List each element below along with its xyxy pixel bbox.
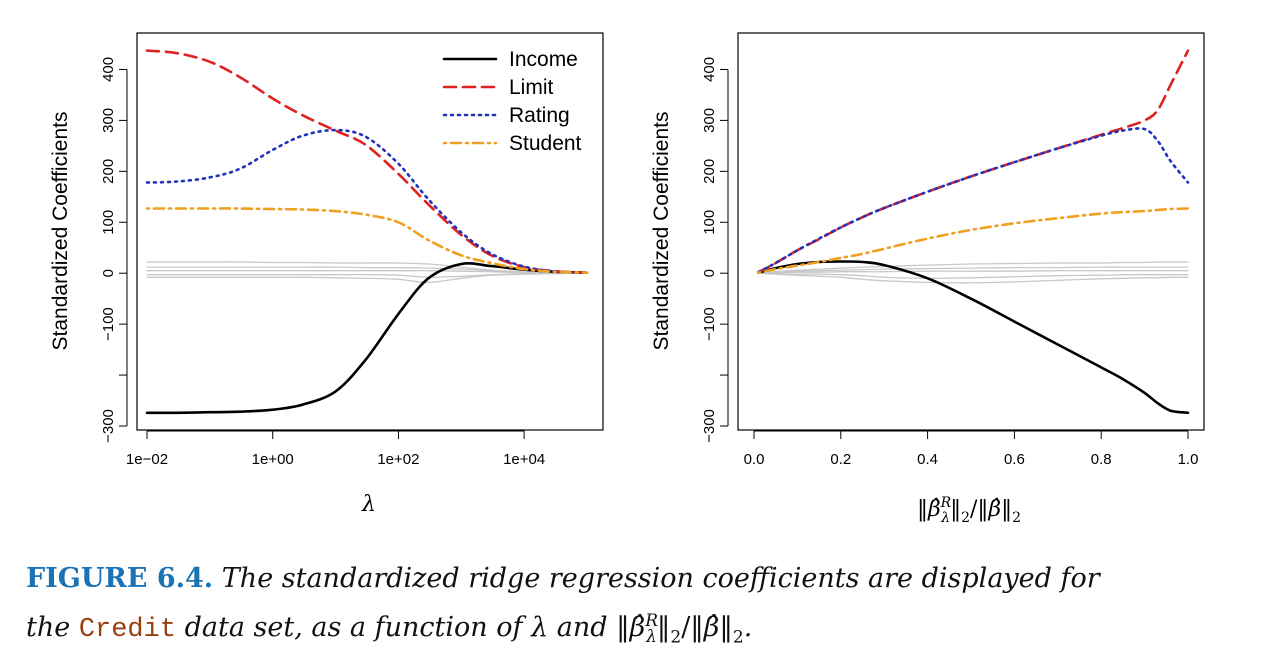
legend: Income Limit Rating Student (442, 48, 582, 155)
right-series-income (757, 260, 1190, 415)
left-y-tick-label: 200 (100, 159, 117, 184)
right-y-tick-label: 300 (701, 108, 718, 133)
left-x-tick-label: 1e+02 (377, 451, 419, 468)
caption-end: . (743, 612, 753, 643)
right-x-axis-label: ‖β̂R λ‖2/‖β̂‖2 (917, 495, 1021, 526)
right-y-tick-label: −100 (701, 307, 718, 341)
left-y-tick-label: 0 (100, 269, 117, 277)
left-x-axis-label: λ (361, 492, 376, 517)
left-y-tick-label: −300 (100, 409, 117, 443)
legend-label-income: Income (509, 48, 578, 71)
right-x-tick-label: 0.8 (1091, 451, 1112, 468)
right-y-tick-label: 200 (701, 159, 718, 184)
left-plot-frame (136, 32, 604, 431)
right-x-axis: 0.0 0.2 0.4 0.6 0.8 1.0 (744, 430, 1199, 468)
figure-label: FIGURE 6.4. (26, 563, 214, 594)
legend-label-rating: Rating (509, 104, 570, 127)
left-series-rating (145, 128, 589, 274)
caption-ratio: ‖β̂Rλ‖2/‖β̂‖2 (616, 611, 744, 648)
left-series-student (145, 207, 589, 274)
left-series-income (145, 262, 589, 415)
left-y-tick-label: 300 (100, 108, 117, 133)
left-x-tick-label: 1e+00 (252, 451, 294, 468)
right-x-tick-label: 0.0 (744, 451, 765, 468)
right-plot-frame (737, 32, 1205, 431)
left-x-axis: 1e−02 1e+00 1e+02 1e+04 (126, 430, 545, 468)
left-y-tick-label: 100 (100, 210, 117, 235)
right-series-other-6 (757, 270, 1189, 274)
right-y-tick-label: 400 (701, 57, 718, 82)
left-y-axis-label: Standardized Coefficients (49, 112, 72, 351)
right-series-limit (757, 49, 1190, 274)
right-series-other-7 (757, 272, 1189, 279)
right-x-tick-label: 0.2 (830, 451, 851, 468)
right-x-tick-label: 1.0 (1178, 451, 1199, 468)
legend-label-student: Student (509, 132, 582, 155)
left-x-tick-label: 1e+04 (503, 451, 545, 468)
right-series-other-4 (757, 261, 1189, 274)
right-x-tick-label: 0.4 (917, 451, 938, 468)
right-series-rating (757, 127, 1190, 274)
right-series-other-8 (757, 272, 1189, 284)
right-y-tick-label: 100 (701, 210, 718, 235)
caption-text-2c: and (556, 612, 608, 643)
left-series-lines (145, 49, 589, 415)
caption-line-1: FIGURE 6.4. The standardized ridge regre… (26, 558, 1266, 600)
right-y-tick-label: 0 (701, 269, 718, 277)
figure-caption: FIGURE 6.4. The standardized ridge regre… (26, 558, 1266, 658)
caption-text-2b: data set, as a function of (184, 612, 523, 643)
left-x-tick-label: 1e−02 (126, 451, 168, 468)
left-y-tick-label: −100 (100, 307, 117, 341)
caption-lambda: λ (531, 612, 549, 643)
caption-text-2a: the (26, 612, 71, 643)
caption-dataset-name: Credit (78, 615, 177, 645)
right-x-tick-label: 0.6 (1004, 451, 1025, 468)
left-y-tick-label: 400 (100, 57, 117, 82)
right-y-axis-label: Standardized Coefficients (650, 112, 673, 351)
left-series-other-6 (146, 270, 588, 274)
left-panel: 1e−02 1e+00 1e+02 1e+04 −300 −100 0 100 200 300 4… (49, 32, 604, 517)
figure-canvas: 1e−02 1e+00 1e+02 1e+04 −300 −100 0 100 200 300 4… (49, 32, 1205, 526)
right-series-student (757, 207, 1190, 274)
caption-text-1: The standardized ridge regression coeffi… (221, 563, 1100, 594)
left-y-axis: −300 −100 0 100 200 300 400 (100, 57, 128, 443)
caption-line-2: the Credit data set, as a function of λ … (26, 600, 1266, 658)
right-y-tick-label: −300 (701, 409, 718, 443)
legend-label-limit: Limit (509, 76, 554, 99)
right-series-lines (757, 49, 1190, 415)
left-series-limit (145, 49, 589, 274)
right-series-other-5 (757, 266, 1189, 274)
left-series-other-8 (146, 272, 588, 284)
right-panel: 0.0 0.2 0.4 0.6 0.8 1.0 −300 −100 0 100 200 300 400… (650, 32, 1205, 526)
right-y-axis: −300 −100 0 100 200 300 400 (701, 57, 729, 443)
